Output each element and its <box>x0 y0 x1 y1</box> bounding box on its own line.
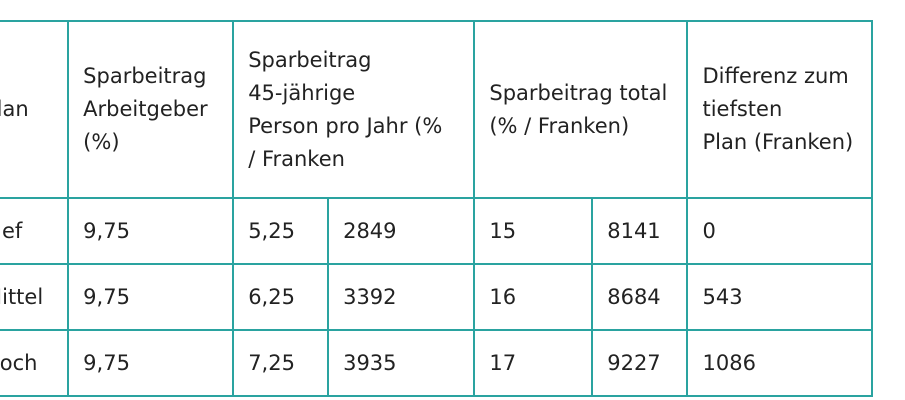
cell-differenz: 1086 <box>686 329 873 397</box>
header-row: Plan Sparbeitrag Arbeitgeber (%) Sparbei… <box>0 20 873 199</box>
cell-total-pct: 15 <box>473 197 594 265</box>
cell-person-chf: 3392 <box>327 263 476 331</box>
cell-total-chf: 8141 <box>591 197 689 265</box>
header-total: Sparbeitrag total (% / Franken) <box>473 20 689 199</box>
cell-plan: Tief <box>0 197 70 265</box>
cell-arbeitgeber: 9,75 <box>67 263 235 331</box>
table-row: Tief 9,75 5,25 2849 15 8141 0 <box>0 197 873 265</box>
header-arbeitgeber: Sparbeitrag Arbeitgeber (%) <box>67 20 235 199</box>
cell-total-chf: 8684 <box>591 263 689 331</box>
header-person: Sparbeitrag 45-jährige Person pro Jahr (… <box>232 20 476 199</box>
cell-differenz: 543 <box>686 263 873 331</box>
cell-person-pct: 6,25 <box>232 263 330 331</box>
cell-differenz: 0 <box>686 197 873 265</box>
cell-arbeitgeber: 9,75 <box>67 197 235 265</box>
cell-arbeitgeber: 9,75 <box>67 329 235 397</box>
cell-total-pct: 16 <box>473 263 594 331</box>
cell-person-pct: 5,25 <box>232 197 330 265</box>
cell-total-pct: 17 <box>473 329 594 397</box>
header-differenz: Differenz zum tiefsten Plan (Franken) <box>686 20 873 199</box>
savings-plan-table: Plan Sparbeitrag Arbeitgeber (%) Sparbei… <box>0 20 873 397</box>
cell-person-pct: 7,25 <box>232 329 330 397</box>
table-row: Hoch 9,75 7,25 3935 17 9227 1086 <box>0 329 873 397</box>
header-plan: Plan <box>0 20 70 199</box>
cell-plan: Hoch <box>0 329 70 397</box>
cell-person-chf: 2849 <box>327 197 476 265</box>
table-row: Mittel 9,75 6,25 3392 16 8684 543 <box>0 263 873 331</box>
cell-plan: Mittel <box>0 263 70 331</box>
cell-person-chf: 3935 <box>327 329 476 397</box>
cell-total-chf: 9227 <box>591 329 689 397</box>
